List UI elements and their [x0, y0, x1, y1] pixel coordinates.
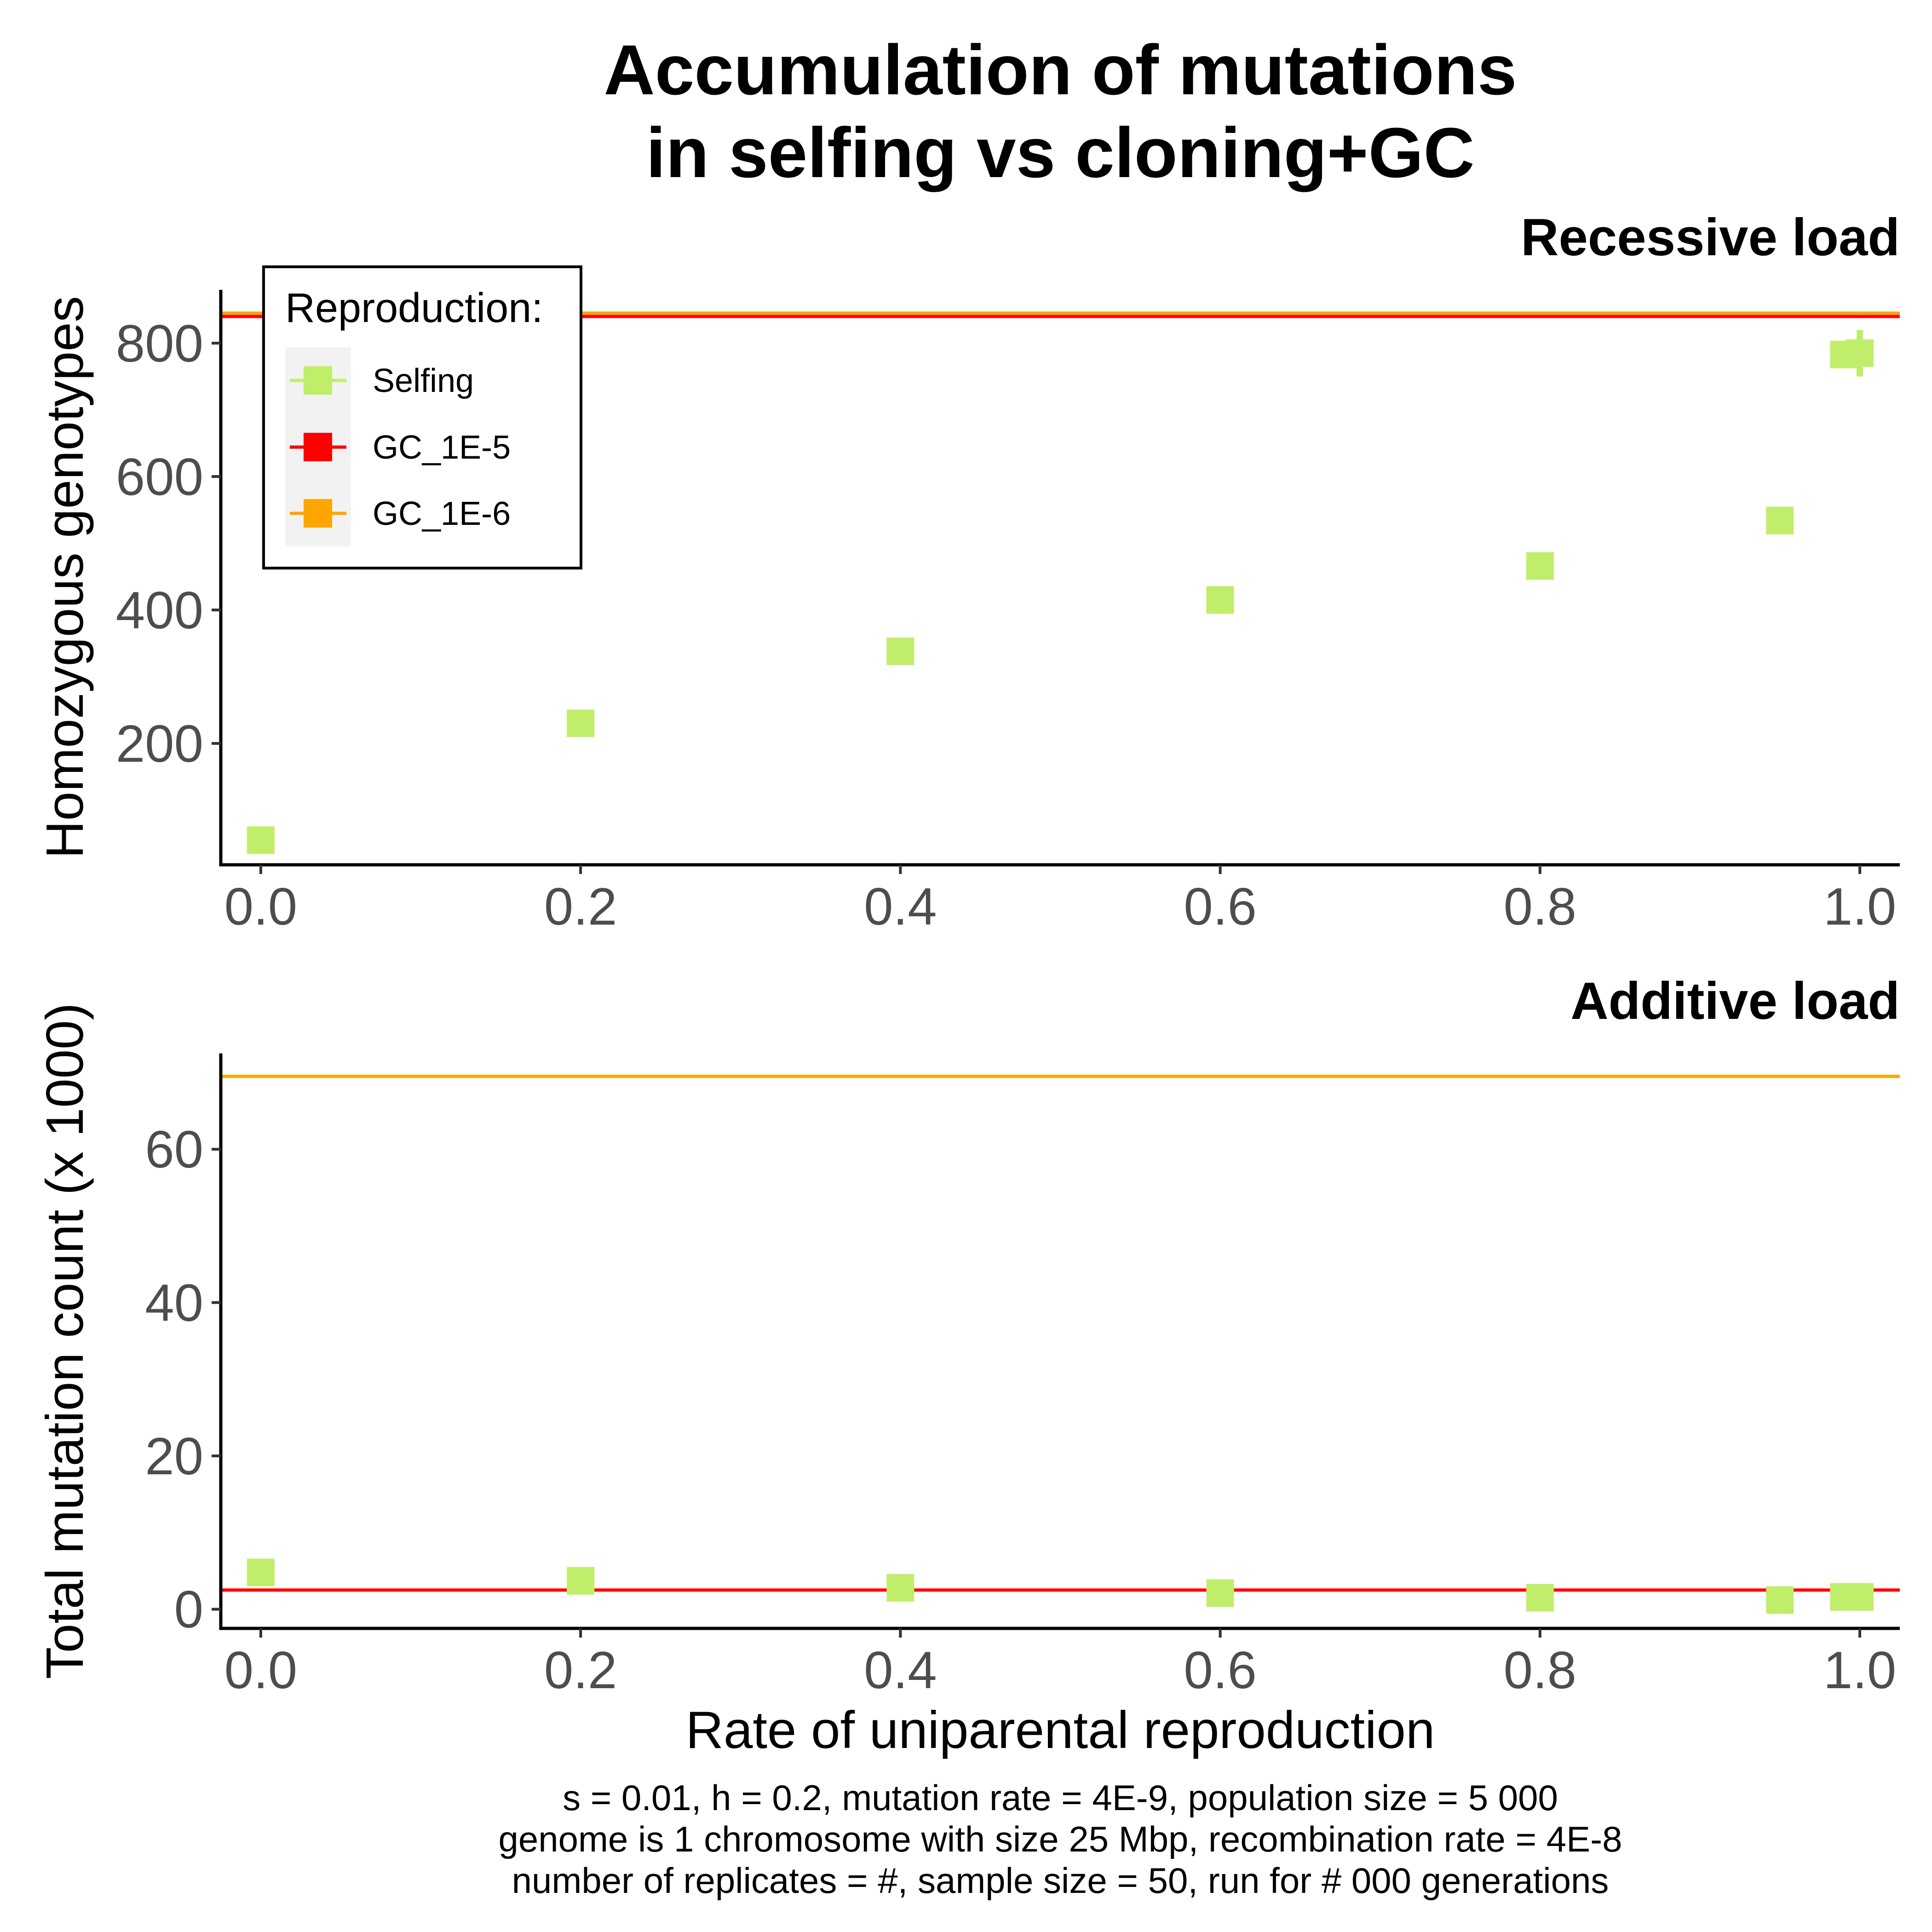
point-selfing	[1206, 1579, 1234, 1607]
legend-key-square	[304, 433, 332, 461]
chart-title-line-1: Accumulation of mutations	[604, 30, 1517, 109]
caption-line-3: number of replicates = #, sample size = …	[512, 1860, 1609, 1901]
x-tick-label: 0.2	[544, 878, 617, 936]
y-tick-label: 800	[116, 315, 203, 373]
x-tick-label: 0.4	[864, 878, 937, 936]
x-tick-label: 0.4	[864, 1641, 937, 1700]
legend: Reproduction: Selfing GC_1E-5 GC_1E-6	[262, 265, 582, 569]
legend-item-gc-1e-5: GC_1E-5	[290, 429, 511, 466]
point-selfing	[886, 637, 914, 665]
caption-line-2: genome is 1 chromosome with size 25 Mbp,…	[498, 1819, 1622, 1859]
y-tick-label: 200	[116, 715, 203, 773]
legend-label-selfing: Selfing	[373, 362, 474, 399]
panel-title: Recessive load	[1521, 208, 1900, 267]
y-tick-label: 40	[145, 1274, 203, 1333]
x-tick-label: 0.6	[1184, 1641, 1256, 1700]
x-tick-label: 0.8	[1504, 878, 1576, 936]
y-tick-label: 400	[116, 581, 203, 640]
legend-title: Reproduction:	[285, 285, 543, 331]
y-tick-label: 600	[116, 448, 203, 506]
y-tick-label: 20	[145, 1427, 203, 1486]
point-selfing	[1206, 586, 1234, 614]
x-tick-label: 1.0	[1823, 1641, 1896, 1700]
legend-key-square	[304, 499, 332, 528]
x-tick-label: 0.0	[224, 1641, 297, 1700]
additive-load-panel: Additive load Total mutation count (x 100…	[36, 972, 1900, 1700]
point-selfing	[1526, 552, 1554, 580]
legend-item-gc-1e-6: GC_1E-6	[290, 495, 511, 532]
legend-label-gc-1e-6: GC_1E-6	[373, 495, 511, 532]
x-tick-label: 0.0	[224, 878, 297, 936]
x-tick-label: 1.0	[1823, 878, 1896, 936]
point-selfing	[247, 826, 275, 854]
y-axis-title: Total mutation count (x 1000)	[36, 1003, 94, 1679]
x-tick-label: 0.2	[544, 1641, 617, 1700]
x-tick-label: 0.8	[1504, 1641, 1576, 1700]
point-selfing	[1766, 1586, 1794, 1614]
point-selfing	[886, 1574, 914, 1602]
legend-label-gc-1e-5: GC_1E-5	[373, 429, 511, 466]
panel-title: Additive load	[1570, 972, 1900, 1030]
legend-key-square	[304, 366, 332, 395]
point-selfing	[567, 1567, 595, 1595]
caption-line-1: s = 0.01, h = 0.2, mutation rate = 4E-9,…	[563, 1777, 1558, 1818]
chart-title-line-2: in selfing vs cloning+GC	[646, 113, 1474, 192]
legend-item-selfing: Selfing	[290, 362, 474, 399]
point-selfing	[247, 1558, 275, 1587]
point-selfing	[1766, 506, 1794, 535]
point-selfing	[1846, 1583, 1874, 1611]
point-selfing	[567, 709, 595, 737]
point-selfing	[1526, 1584, 1554, 1612]
x-tick-label: 0.6	[1184, 878, 1256, 936]
x-axis-title: Rate of uniparental reproduction	[686, 1701, 1435, 1760]
y-tick-label: 60	[145, 1121, 203, 1179]
y-axis-title: Homozygous genotypes	[36, 296, 94, 858]
y-tick-label: 0	[174, 1581, 203, 1639]
